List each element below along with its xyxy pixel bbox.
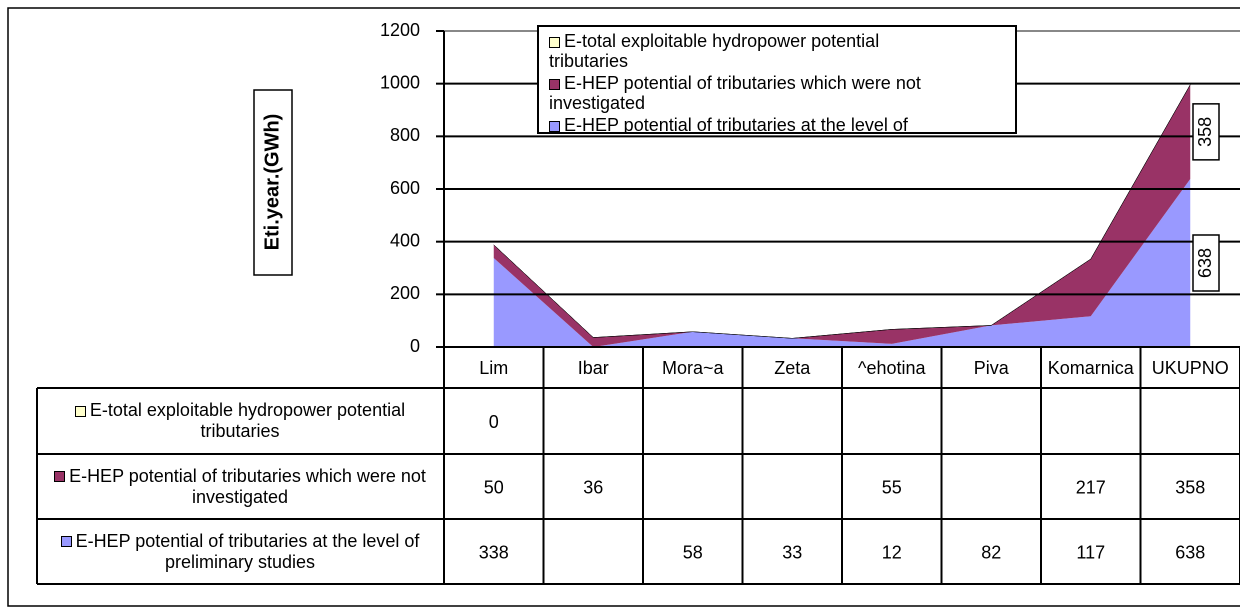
y-tick-label: 1000 [380, 72, 420, 92]
value-label: 638 [1195, 248, 1215, 278]
chart-border [7, 7, 1240, 607]
row-label: E-HEP potential of tributaries which wer… [38, 454, 442, 519]
row-label: E-HEP potential of tributaries at the le… [38, 519, 442, 584]
table-cell: 82 [981, 542, 1001, 562]
legend-swatch [549, 36, 560, 48]
table-cell: 338 [479, 542, 509, 562]
table-cell: 358 [1175, 477, 1205, 497]
legend-swatch [549, 120, 560, 132]
area [493, 178, 1191, 347]
x-tick-label: Zeta [774, 358, 811, 378]
y-tick-label: 800 [390, 125, 420, 145]
table-cell: 58 [683, 542, 703, 562]
area [493, 84, 1191, 339]
table-cell: 33 [782, 542, 802, 562]
row-label-text: E-HEP potential of tributaries at the le… [38, 531, 442, 573]
legend-swatch [549, 78, 560, 90]
table-cell: 55 [882, 477, 902, 497]
row-label-text: E-total exploitable hydropower potential… [38, 400, 442, 442]
row-label-name: E-total exploitable hydropower potential… [89, 400, 406, 441]
x-tick-label: UKUPNO [1152, 358, 1229, 378]
y-tick-label: 600 [390, 178, 420, 198]
row-label-name: E-HEP potential of tributaries at the le… [75, 530, 420, 572]
legend-swatch [74, 405, 86, 417]
legend-swatch [54, 471, 66, 483]
table-cell: 12 [882, 542, 902, 562]
row-label: E-total exploitable hydropower potential… [38, 388, 442, 454]
x-tick-label: Lim [479, 358, 508, 378]
table-cell: 638 [1175, 542, 1205, 562]
table-cell: 36 [583, 477, 603, 497]
value-label-box [1192, 234, 1220, 292]
legend-entry: E-total exploitable hydropower potential… [549, 31, 949, 71]
legend-label: E-HEP potential of tributaries at the le… [564, 115, 908, 134]
table-cell: 217 [1076, 477, 1106, 497]
legend-swatch [60, 536, 72, 548]
legend-label: E-total exploitable hydropower potential… [549, 31, 880, 71]
table-cell: 50 [484, 477, 504, 497]
y-tick-label: 0 [410, 336, 420, 356]
row-label-text: E-HEP potential of tributaries which wer… [38, 466, 442, 508]
y-label-box [253, 89, 293, 276]
y-tick-label: 200 [390, 283, 420, 303]
table-cell: 0 [489, 412, 499, 432]
legend: E-total exploitable hydropower potential… [537, 25, 1017, 134]
table-cell: 117 [1076, 542, 1105, 562]
x-tick-label: ^ehotina [858, 358, 926, 378]
y-tick-label: 400 [390, 230, 420, 250]
legend-entry: E-HEP potential of tributaries which wer… [549, 73, 949, 113]
y-tick-label: 1200 [380, 20, 420, 40]
value-label: 358 [1195, 117, 1215, 147]
legend-entry: E-HEP potential of tributaries at the le… [549, 115, 949, 134]
value-label-box [1192, 103, 1220, 161]
x-tick-label: Piva [974, 358, 1010, 378]
x-tick-label: Mora~a [662, 358, 725, 378]
x-tick-label: Komarnica [1048, 358, 1135, 378]
legend-label: E-HEP potential of tributaries which wer… [549, 73, 921, 113]
y-axis-label: Eti.year.(GWh) [261, 114, 283, 251]
row-label-name: E-HEP potential of tributaries which wer… [69, 465, 426, 507]
x-tick-label: Ibar [578, 358, 609, 378]
